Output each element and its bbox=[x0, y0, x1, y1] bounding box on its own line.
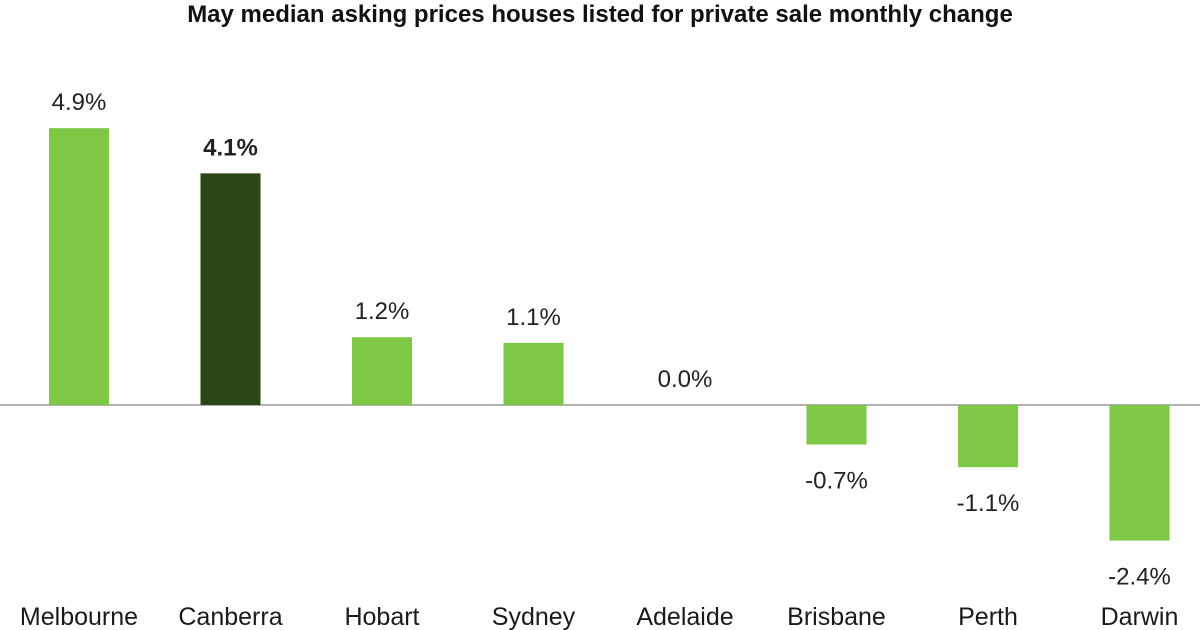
data-label-perth: -1.1% bbox=[957, 490, 1020, 517]
data-label-canberra: 4.1% bbox=[203, 134, 258, 161]
category-label-sydney: Sydney bbox=[492, 603, 576, 630]
data-label-sydney: 1.1% bbox=[506, 304, 561, 331]
category-label-melbourne: Melbourne bbox=[20, 603, 138, 630]
category-label-hobart: Hobart bbox=[344, 603, 419, 630]
bar-darwin bbox=[1109, 405, 1170, 541]
data-label-adelaide: 0.0% bbox=[658, 366, 713, 393]
bar-hobart bbox=[352, 337, 412, 405]
bar-melbourne bbox=[49, 128, 109, 405]
category-label-brisbane: Brisbane bbox=[787, 603, 886, 630]
bar-perth bbox=[958, 405, 1018, 468]
data-label-hobart: 1.2% bbox=[355, 298, 410, 325]
data-label-darwin: -2.4% bbox=[1108, 564, 1171, 591]
chart-title: May median asking prices houses listed f… bbox=[187, 1, 1013, 28]
category-label-darwin: Darwin bbox=[1101, 603, 1179, 630]
bar-brisbane bbox=[806, 405, 867, 445]
bar-canberra bbox=[200, 173, 261, 405]
data-label-melbourne: 4.9% bbox=[52, 89, 107, 116]
data-label-brisbane: -0.7% bbox=[805, 468, 868, 495]
bar-sydney bbox=[503, 342, 564, 405]
category-label-canberra: Canberra bbox=[178, 603, 282, 630]
category-label-perth: Perth bbox=[958, 603, 1018, 630]
category-label-adelaide: Adelaide bbox=[636, 603, 733, 630]
